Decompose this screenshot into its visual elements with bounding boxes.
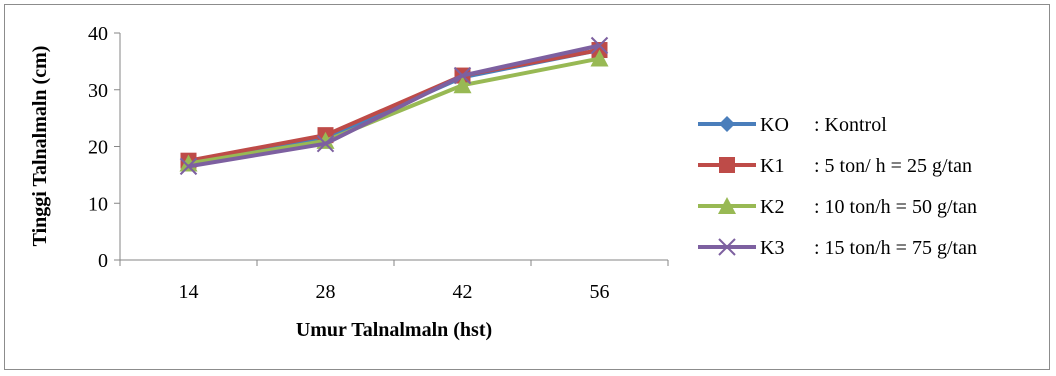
- y-ticks: 0 10 20 30 40: [88, 23, 120, 272]
- x-tick-label: 42: [453, 281, 473, 303]
- data-point: [453, 66, 472, 85]
- legend-marker: [718, 197, 736, 214]
- legend: KO : Kontrol K1 : 5 ton/ h = 25 g/tan K2 : 10…: [698, 114, 977, 259]
- series-line: [188, 48, 600, 163]
- legend-series-description: : 10 ton/h = 50 g/tan: [814, 196, 977, 218]
- x-tick-label: 56: [590, 281, 610, 303]
- legend-item-k2: K2 : 10 ton/h = 50 g/tan: [698, 196, 977, 218]
- data-point: [590, 49, 609, 67]
- x-ticks: 14 28 42 56: [119, 260, 669, 303]
- y-tick-label: 20: [88, 137, 108, 159]
- legend-series-description: : 15 ton/h = 75 g/tan: [814, 237, 977, 259]
- y-tick-label: 40: [88, 23, 108, 45]
- series-k3: [179, 36, 609, 176]
- legend-item-k1: K1 : 5 ton/ h = 25 g/tan: [698, 155, 972, 177]
- data-point: [179, 157, 198, 176]
- y-axis-title: Tinggi Talnalmaln (cm): [29, 46, 51, 247]
- series-line: [188, 56, 600, 166]
- data-point: [453, 76, 472, 94]
- legend-series-description: : 5 ton/ h = 25 g/tan: [814, 155, 972, 177]
- y-tick-label: 10: [88, 193, 108, 215]
- legend-series-name: K3: [760, 237, 784, 259]
- x-axis-title: Umur Talnalmaln (hst): [296, 319, 492, 341]
- series-lines: [179, 36, 609, 176]
- series-k1: [180, 42, 608, 169]
- x-tick-label: 28: [316, 281, 336, 303]
- legend-series-name: KO: [760, 114, 789, 136]
- legend-item-k3: K3 : 15 ton/h = 75 g/tan: [698, 237, 977, 259]
- series-line: [188, 43, 600, 169]
- legend-marker: [718, 238, 736, 256]
- legend-series-description: : Kontrol: [814, 114, 887, 136]
- legend-marker: [719, 157, 735, 173]
- legend-marker: [719, 116, 735, 132]
- y-tick-label: 0: [98, 250, 108, 272]
- data-point: [590, 36, 609, 55]
- axes: [119, 33, 668, 261]
- legend-series-name: K1: [760, 155, 784, 177]
- legend-item-ko: KO : Kontrol: [698, 114, 887, 136]
- data-point: [316, 134, 335, 153]
- x-tick-label: 14: [179, 281, 199, 303]
- y-tick-label: 30: [88, 80, 108, 102]
- legend-series-name: K2: [760, 196, 784, 218]
